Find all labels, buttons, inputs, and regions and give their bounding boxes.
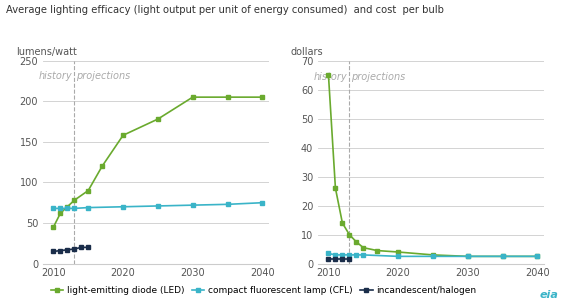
Text: projections: projections	[351, 72, 406, 82]
Text: history: history	[313, 72, 347, 82]
Text: projections: projections	[76, 71, 131, 81]
Text: Average lighting efficacy (light output per unit of energy consumed)  and cost  : Average lighting efficacy (light output …	[6, 5, 444, 15]
Text: history: history	[38, 71, 72, 81]
Text: dollars: dollars	[291, 47, 324, 57]
Text: lumens/watt: lumens/watt	[16, 47, 77, 57]
Text: eia: eia	[540, 290, 559, 300]
Legend: light-emitting diode (LED), compact fluorescent lamp (CFL), incandescent/halogen: light-emitting diode (LED), compact fluo…	[47, 282, 480, 298]
